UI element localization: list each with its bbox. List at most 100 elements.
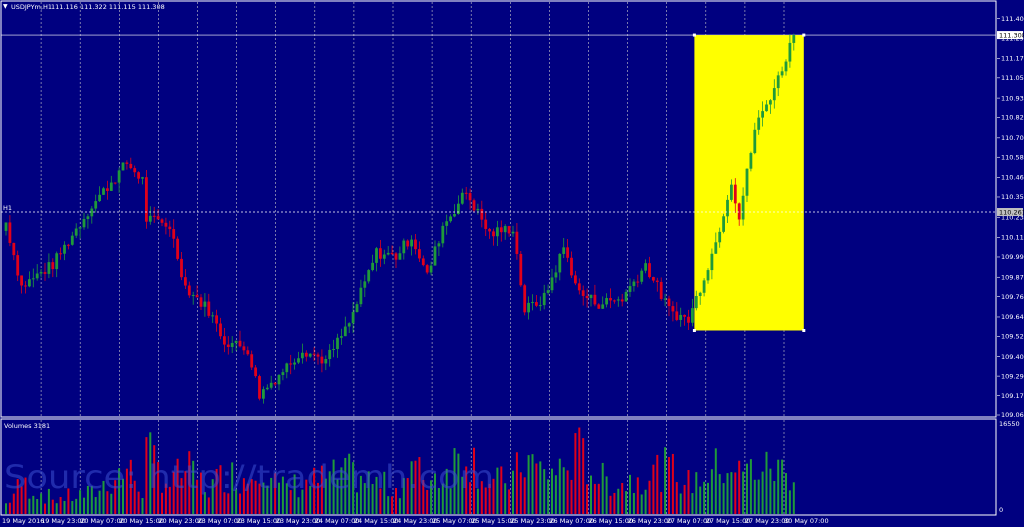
volume-bar	[172, 471, 175, 514]
volume-bar	[285, 483, 288, 514]
candle-body	[414, 239, 417, 250]
candle-body	[289, 363, 293, 365]
volume-bar	[153, 445, 156, 514]
volume-bar	[278, 482, 280, 514]
volume-bar	[785, 473, 787, 514]
volume-bar	[219, 465, 222, 514]
volume-scale-bottom: 0	[999, 506, 1003, 514]
highlight-rectangle[interactable]	[692, 33, 806, 332]
volume-bar	[231, 462, 234, 514]
volume-bar	[551, 468, 553, 514]
volume-bar	[640, 494, 643, 514]
time-tick-label: 24 May 23:00	[393, 517, 438, 525]
volume-bar	[36, 499, 39, 514]
candle-body	[285, 363, 289, 373]
volume-bar	[145, 437, 148, 514]
candle-body	[733, 184, 737, 204]
volume-bar	[691, 493, 694, 514]
volume-bar	[239, 493, 241, 514]
volume-bar	[40, 493, 43, 514]
time-tick-label: 27 May 23:00	[745, 517, 790, 525]
volume-bar	[465, 466, 468, 514]
highlight-handle[interactable]	[802, 328, 806, 332]
candle-body	[375, 248, 378, 263]
volume-bar	[500, 466, 503, 514]
candle-body	[176, 238, 179, 259]
time-tick-label: 25 May 15:00	[471, 517, 516, 525]
highlight-box[interactable]	[694, 35, 804, 331]
price-tick-label: 110.700	[1001, 134, 1024, 142]
candle-body	[67, 244, 70, 246]
volume-bar	[781, 459, 784, 514]
candle-body	[59, 253, 62, 255]
volume-bar	[605, 476, 608, 514]
highlight-handle[interactable]	[692, 328, 696, 332]
candle-body	[698, 292, 702, 296]
candle-body	[203, 301, 207, 307]
volume-bar	[656, 454, 659, 514]
volume-bar	[547, 479, 550, 514]
highlight-handle[interactable]	[802, 33, 806, 37]
candle-body	[472, 200, 476, 211]
candle-body	[492, 231, 495, 237]
volume-bar	[110, 493, 113, 514]
volume-bar	[118, 468, 121, 514]
candle-body	[776, 75, 780, 89]
crosshair-tag: H1	[3, 204, 12, 212]
volume-bar	[668, 457, 670, 514]
volume-bar	[375, 476, 378, 514]
volume-bar	[597, 483, 600, 514]
candle-body	[562, 247, 566, 254]
candle-body	[297, 358, 300, 363]
time-tick-label: 20 May 07:00	[80, 517, 125, 525]
candle-body	[410, 239, 413, 247]
volume-panel-frame	[0, 418, 997, 516]
volume-bar	[675, 482, 678, 514]
candle-body	[145, 177, 148, 222]
price-tick-label: 109.060	[1001, 411, 1024, 419]
candle-body	[722, 216, 725, 232]
candle-body	[761, 111, 764, 118]
crosshair-price-box	[997, 208, 1023, 217]
volume-bar	[12, 493, 15, 514]
highlight-handle[interactable]	[692, 33, 696, 37]
volume-bar	[738, 460, 741, 514]
candle-body	[160, 219, 164, 223]
candle-body	[367, 270, 371, 282]
volume-bar	[593, 483, 596, 514]
candle-body	[558, 253, 562, 273]
volume-bar	[332, 459, 335, 514]
volume-bar	[562, 467, 565, 514]
candle-body	[687, 316, 690, 323]
candle-body	[371, 262, 374, 271]
volume-bar	[710, 469, 713, 514]
volume-bar	[356, 492, 358, 514]
candle-body	[648, 263, 651, 278]
volume-panel-title: Volumes 3181	[4, 422, 50, 430]
volume-bar	[274, 473, 277, 514]
volume-bar	[437, 488, 440, 514]
candle-body	[219, 323, 222, 337]
volume-bar	[395, 488, 397, 514]
time-tick-label: 19 May 2016	[2, 517, 44, 525]
volume-bar	[402, 478, 405, 514]
candle-body	[496, 227, 499, 237]
volume-bar	[749, 459, 752, 514]
volume-bar	[515, 452, 518, 514]
volume-bar	[67, 488, 70, 514]
volume-bar	[223, 492, 226, 514]
candle-body	[258, 376, 261, 399]
volume-bar	[328, 471, 331, 514]
volume-bar	[664, 447, 667, 514]
candle-body	[581, 290, 585, 296]
candle-body	[749, 153, 753, 169]
candle-body	[441, 225, 445, 244]
chart-menu-icon[interactable]: ▼	[3, 3, 8, 10]
candle-body	[24, 285, 27, 287]
candle-body	[39, 272, 43, 274]
time-tick-label: 20 May 15:00	[119, 517, 164, 525]
price-tick-label: 110.110	[1001, 234, 1024, 242]
volume-bar	[168, 486, 171, 514]
volume-bar	[792, 482, 795, 514]
